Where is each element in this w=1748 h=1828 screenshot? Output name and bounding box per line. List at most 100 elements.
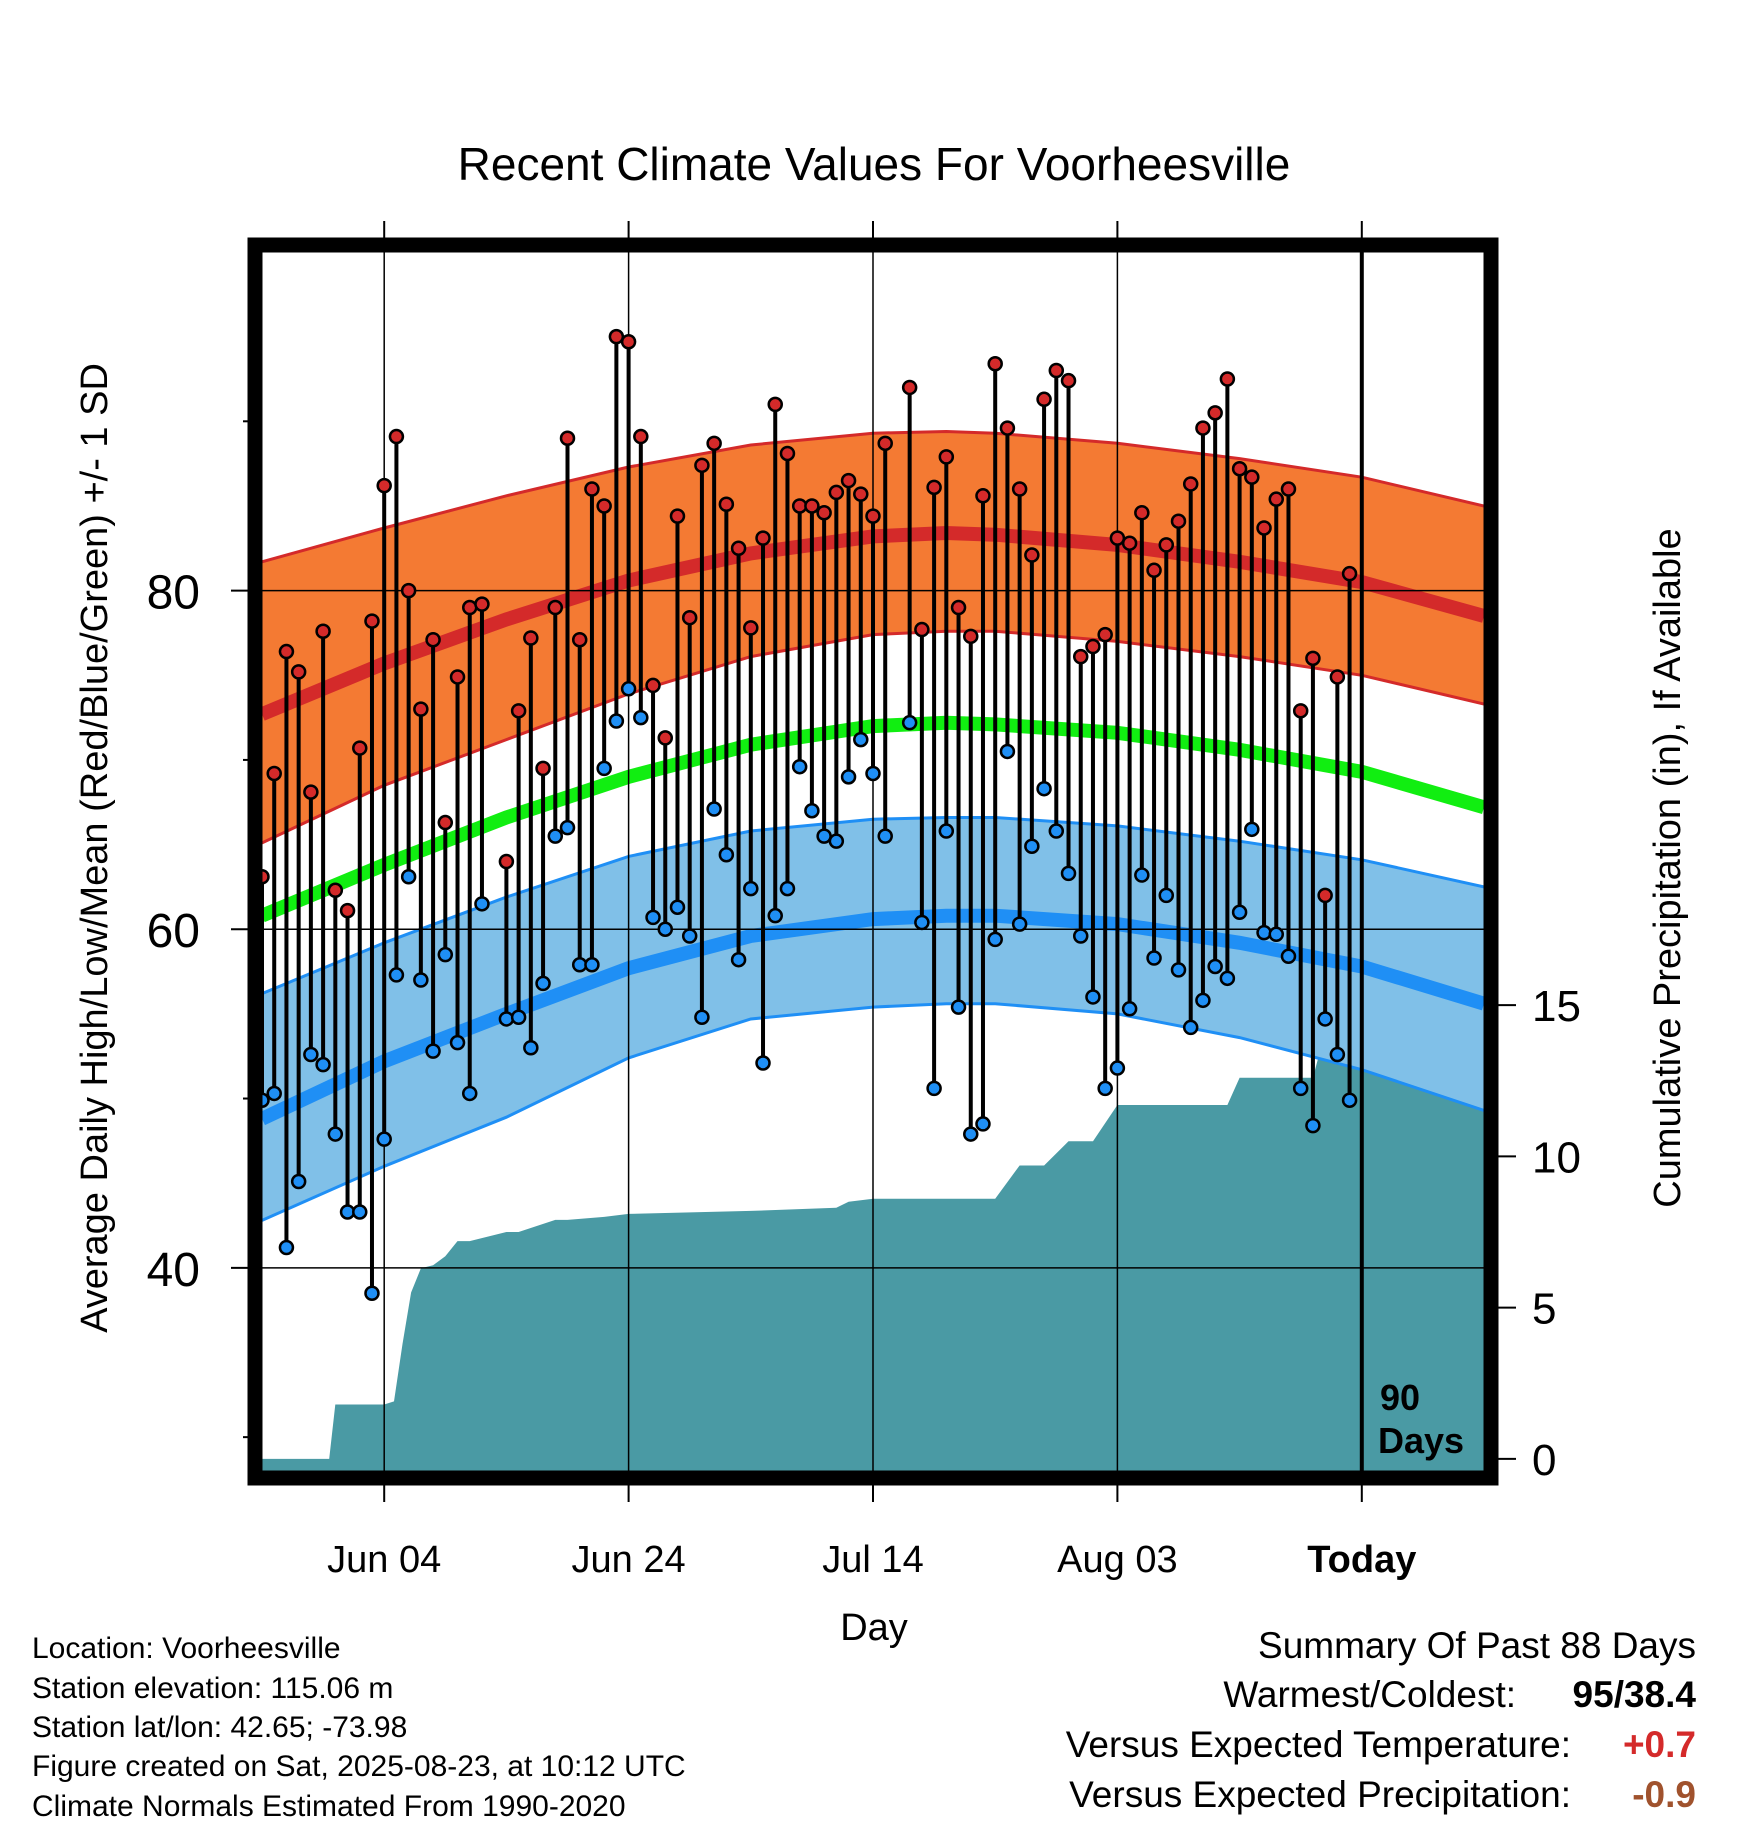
daily-high-point: [1219, 371, 1236, 387]
daily-low-point: [449, 1034, 466, 1051]
daily-high-point: [547, 599, 564, 616]
y-tick-label: 80: [147, 567, 200, 620]
daily-high-point: [474, 596, 490, 612]
daily-high-point: [262, 868, 270, 885]
daily-low-point: [1280, 948, 1297, 965]
y-tick-label: 60: [147, 905, 200, 958]
daily-low-point: [1341, 1092, 1358, 1108]
daily-high-point: [571, 631, 588, 648]
daily-high-point: [1317, 887, 1333, 904]
daily-high-point: [840, 472, 857, 489]
daily-high-point: [779, 445, 796, 462]
daily-low-point: [730, 951, 747, 968]
daily-high-point: [315, 623, 331, 639]
daily-high-point: [1341, 565, 1358, 582]
summary-precipitation-label: Versus Expected Precipitation:: [1069, 1774, 1571, 1815]
daily-low-point: [938, 823, 955, 839]
daily-low-point: [474, 896, 490, 912]
info-created: Figure created on Sat, 2025-08-23, at 10…: [32, 1750, 686, 1783]
daily-high-point: [1158, 537, 1175, 553]
daily-high-point: [1048, 362, 1065, 379]
daily-high-point: [645, 677, 661, 694]
y-tick-label: 40: [147, 1244, 200, 1297]
x-axis-label: Day: [840, 1607, 908, 1649]
daily-high-point: [987, 355, 1003, 372]
daily-low-point: [1011, 916, 1028, 932]
daily-low-point: [461, 1085, 478, 1102]
daily-high-point: [1292, 703, 1309, 719]
daily-low-point: [1170, 962, 1187, 978]
daily-low-point: [278, 1239, 295, 1256]
daily-high-point: [413, 701, 429, 717]
daily-low-point: [1048, 823, 1065, 839]
daily-low-point: [1158, 887, 1175, 904]
daily-high-point: [388, 428, 405, 445]
daily-low-point: [1085, 989, 1101, 1005]
daily-low-point: [535, 975, 551, 992]
chart-title: Recent Climate Values For Voorheesville: [458, 138, 1291, 190]
y2-axis-label: Cumulative Precipitation (in), If Availa…: [1647, 528, 1689, 1207]
summary-warmest-coldest: Warmest/Coldest: 95/38.4: [1223, 1673, 1696, 1717]
daily-low-point: [657, 921, 674, 937]
daily-high-point: [828, 484, 845, 501]
summary-temperature-label: Versus Expected Temperature:: [1065, 1724, 1571, 1765]
daily-high-point: [1170, 513, 1187, 529]
daily-high-point: [510, 703, 527, 719]
daily-low-point: [767, 907, 783, 924]
daily-low-point: [865, 765, 881, 782]
info-elevation: Station elevation: 115.06 m: [32, 1672, 394, 1705]
daily-low-point: [388, 967, 405, 983]
daily-high-point: [1134, 504, 1150, 521]
daily-low-point: [1195, 992, 1211, 1009]
daily-low-point: [1134, 867, 1150, 883]
daily-low-point: [975, 1116, 991, 1132]
daily-low-point: [364, 1285, 380, 1301]
daily-low-point: [290, 1173, 307, 1190]
daily-low-point: [901, 714, 918, 731]
daily-high-point: [1060, 372, 1077, 389]
daily-low-point: [1231, 904, 1248, 921]
daily-low-point: [645, 909, 661, 926]
daily-low-point: [1060, 865, 1077, 882]
daily-low-point: [779, 880, 796, 897]
daily-low-point: [791, 758, 808, 775]
daily-low-point: [315, 1056, 331, 1073]
daily-low-point: [376, 1131, 392, 1147]
daily-low-point: [1256, 924, 1272, 941]
daily-low-point: [633, 709, 649, 726]
daily-high-point: [449, 669, 466, 685]
daily-high-point: [1231, 460, 1248, 477]
daily-low-point: [400, 868, 417, 885]
info-location: Location: Voorheesville: [32, 1632, 341, 1665]
daily-high-point: [914, 621, 930, 638]
daily-high-point: [266, 765, 282, 782]
daily-high-point: [1011, 481, 1028, 497]
y2-tick-label: 0: [1532, 1436, 1556, 1485]
daily-low-point: [1072, 928, 1089, 944]
daily-low-point: [914, 914, 930, 931]
daily-high-point: [633, 428, 649, 445]
daily-low-point: [413, 972, 429, 988]
daily-low-point: [352, 1204, 368, 1220]
low-sd-band-lower-edge: [262, 1002, 1484, 1222]
daily-high-point: [1036, 391, 1052, 408]
daily-low-point: [425, 1043, 441, 1059]
daily-low-point: [1329, 1046, 1346, 1063]
daily-high-point: [963, 628, 979, 645]
daily-low-point: [510, 1009, 527, 1026]
daily-low-point: [1036, 780, 1052, 797]
summary-precipitation: Versus Expected Precipitation: -0.9: [1069, 1773, 1696, 1817]
plot-area: [262, 252, 1484, 1471]
x-tick-label: Aug 03: [1057, 1539, 1177, 1581]
daily-high-point: [877, 435, 893, 452]
y2-tick-label: 5: [1532, 1285, 1556, 1334]
daily-high-point: [767, 396, 783, 413]
daily-low-point: [743, 880, 759, 897]
summary-temperature: Versus Expected Temperature: +0.7: [1066, 1723, 1696, 1767]
daily-low-point: [1097, 1080, 1113, 1097]
daily-low-point: [584, 957, 600, 973]
daily-high-point: [1268, 491, 1285, 507]
normal-low-line: [262, 908, 1484, 1126]
daily-high-point: [376, 477, 392, 494]
